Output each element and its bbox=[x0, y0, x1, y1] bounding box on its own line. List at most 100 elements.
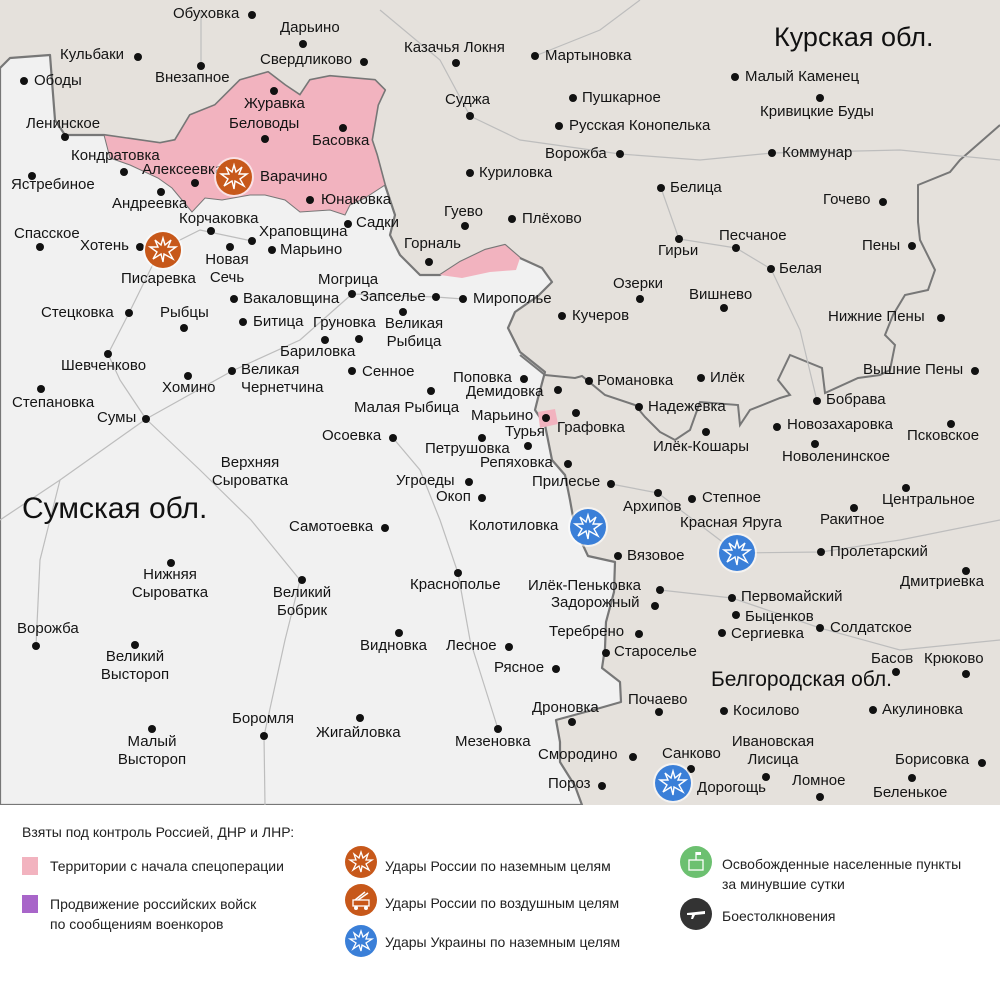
settlement-dot bbox=[321, 336, 329, 344]
settlement-dot bbox=[762, 773, 770, 781]
settlement-label: Колотиловка bbox=[469, 517, 559, 534]
settlement-dot bbox=[348, 290, 356, 298]
settlement-label: Юнаковка bbox=[321, 191, 392, 208]
settlement-label: Малая Рыбица bbox=[354, 399, 460, 416]
legend-title: Взяты под контроль Россией, ДНР и ЛНР: bbox=[22, 824, 295, 840]
settlement-label: Прилесье bbox=[532, 473, 601, 490]
settlement-dot bbox=[228, 367, 236, 375]
settlement-label: Турья bbox=[505, 423, 545, 440]
settlement-label: Марьино bbox=[280, 241, 343, 258]
settlement-dot bbox=[339, 124, 347, 132]
settlement-label: Пушкарное bbox=[582, 89, 661, 106]
settlement-dot bbox=[657, 184, 665, 192]
settlement-label: Ворожба bbox=[17, 620, 79, 637]
settlement-label: Басовка bbox=[312, 132, 370, 149]
settlement-label: Андреевка bbox=[112, 195, 188, 212]
settlement-label: Вакаловщина bbox=[243, 290, 340, 307]
legend-label: Территории с начала спецоперации bbox=[50, 858, 284, 874]
settlement-label: Графовка bbox=[557, 419, 625, 436]
settlement-label: Надежевка bbox=[648, 398, 726, 415]
settlement-dot bbox=[635, 403, 643, 411]
settlement-label: Задорожный bbox=[551, 594, 640, 611]
settlement-label: Кривицкие Буды bbox=[760, 103, 874, 120]
settlement-dot bbox=[268, 246, 276, 254]
settlement-dot bbox=[239, 318, 247, 326]
settlement-dot bbox=[718, 629, 726, 637]
settlement-label: Коммунар bbox=[782, 144, 853, 161]
settlement-dot bbox=[120, 168, 128, 176]
settlement-label: Хотень bbox=[80, 237, 129, 254]
ukraine-ground-strike-marker bbox=[570, 509, 606, 545]
rifle-icon bbox=[680, 898, 712, 930]
settlement-dot bbox=[616, 150, 624, 158]
settlement-dot bbox=[270, 87, 278, 95]
settlement-label: Груновка bbox=[313, 314, 376, 331]
settlement-label: Дорогощь bbox=[697, 779, 766, 796]
settlement-label: Бобрава bbox=[826, 391, 886, 408]
settlement-dot bbox=[344, 220, 352, 228]
settlement-label: Почаево bbox=[628, 691, 688, 708]
settlement-dot bbox=[131, 641, 139, 649]
map-background bbox=[0, 0, 1000, 805]
settlement-label: Самотоевка bbox=[289, 518, 374, 535]
settlement-label: Беленькое bbox=[873, 784, 948, 801]
settlement-label: Ивановская Лисица bbox=[731, 733, 815, 768]
settlement-label: Пороз bbox=[548, 775, 591, 792]
settlement-dot bbox=[425, 258, 433, 266]
settlement-dot bbox=[892, 668, 900, 676]
settlement-dot bbox=[505, 643, 513, 651]
building-flag-icon bbox=[680, 846, 712, 878]
settlement-dot bbox=[356, 714, 364, 722]
settlement-label: Русская Конопелька bbox=[569, 117, 711, 134]
settlement-dot bbox=[697, 374, 705, 382]
settlement-dot bbox=[248, 237, 256, 245]
settlement-label: Кучеров bbox=[572, 307, 630, 324]
purple-swatch bbox=[22, 895, 38, 913]
settlement-dot bbox=[656, 586, 664, 594]
settlement-dot bbox=[142, 415, 150, 423]
settlement-label: Внезапное bbox=[155, 69, 230, 86]
explosion-icon bbox=[345, 925, 377, 957]
settlement-dot bbox=[816, 793, 824, 801]
settlement-dot bbox=[702, 428, 710, 436]
settlement-label: Малый Каменец bbox=[745, 68, 860, 85]
settlement-label: Запселье bbox=[360, 288, 426, 305]
settlement-label: Новозахаровка bbox=[787, 416, 893, 433]
settlement-dot bbox=[687, 765, 695, 773]
settlement-dot bbox=[167, 559, 175, 567]
settlement-label: Битица bbox=[253, 313, 304, 330]
settlement-dot bbox=[524, 442, 532, 450]
settlement-dot bbox=[569, 94, 577, 102]
settlement-dot bbox=[395, 629, 403, 637]
settlement-label: Староселье bbox=[614, 643, 697, 660]
settlement-dot bbox=[598, 782, 606, 790]
settlement-dot bbox=[654, 489, 662, 497]
region-label: Белгородская обл. bbox=[711, 668, 892, 691]
settlement-dot bbox=[389, 434, 397, 442]
settlement-dot bbox=[937, 314, 945, 322]
ukraine-ground-strike-marker bbox=[655, 765, 691, 801]
settlement-label: Бариловка bbox=[280, 343, 356, 360]
settlement-label: Жигайловка bbox=[316, 724, 401, 741]
settlement-dot bbox=[629, 753, 637, 761]
missile-launcher-icon bbox=[345, 884, 377, 916]
settlement-dot bbox=[558, 312, 566, 320]
settlement-label: Ленинское bbox=[26, 115, 101, 132]
settlement-dot bbox=[28, 172, 36, 180]
settlement-label: Мартыновка bbox=[545, 47, 632, 64]
settlement-dot bbox=[720, 707, 728, 715]
settlement-label: Дроновка bbox=[532, 699, 599, 716]
settlement-dot bbox=[184, 372, 192, 380]
settlement-dot bbox=[531, 52, 539, 60]
settlement-dot bbox=[478, 494, 486, 502]
settlement-label: Журавка bbox=[244, 95, 305, 112]
settlement-label: Гочево bbox=[823, 191, 871, 208]
settlement-label: Великая Рыбица bbox=[384, 315, 444, 350]
settlement-label: Пены bbox=[862, 237, 901, 254]
russia-ground-strike-marker bbox=[216, 159, 252, 195]
settlement-label: Кульбаки bbox=[60, 46, 125, 63]
oblast-boundary bbox=[519, 124, 1000, 442]
settlement-dot bbox=[248, 11, 256, 19]
settlement-dot bbox=[572, 409, 580, 417]
settlement-label: Степановка bbox=[12, 394, 95, 411]
